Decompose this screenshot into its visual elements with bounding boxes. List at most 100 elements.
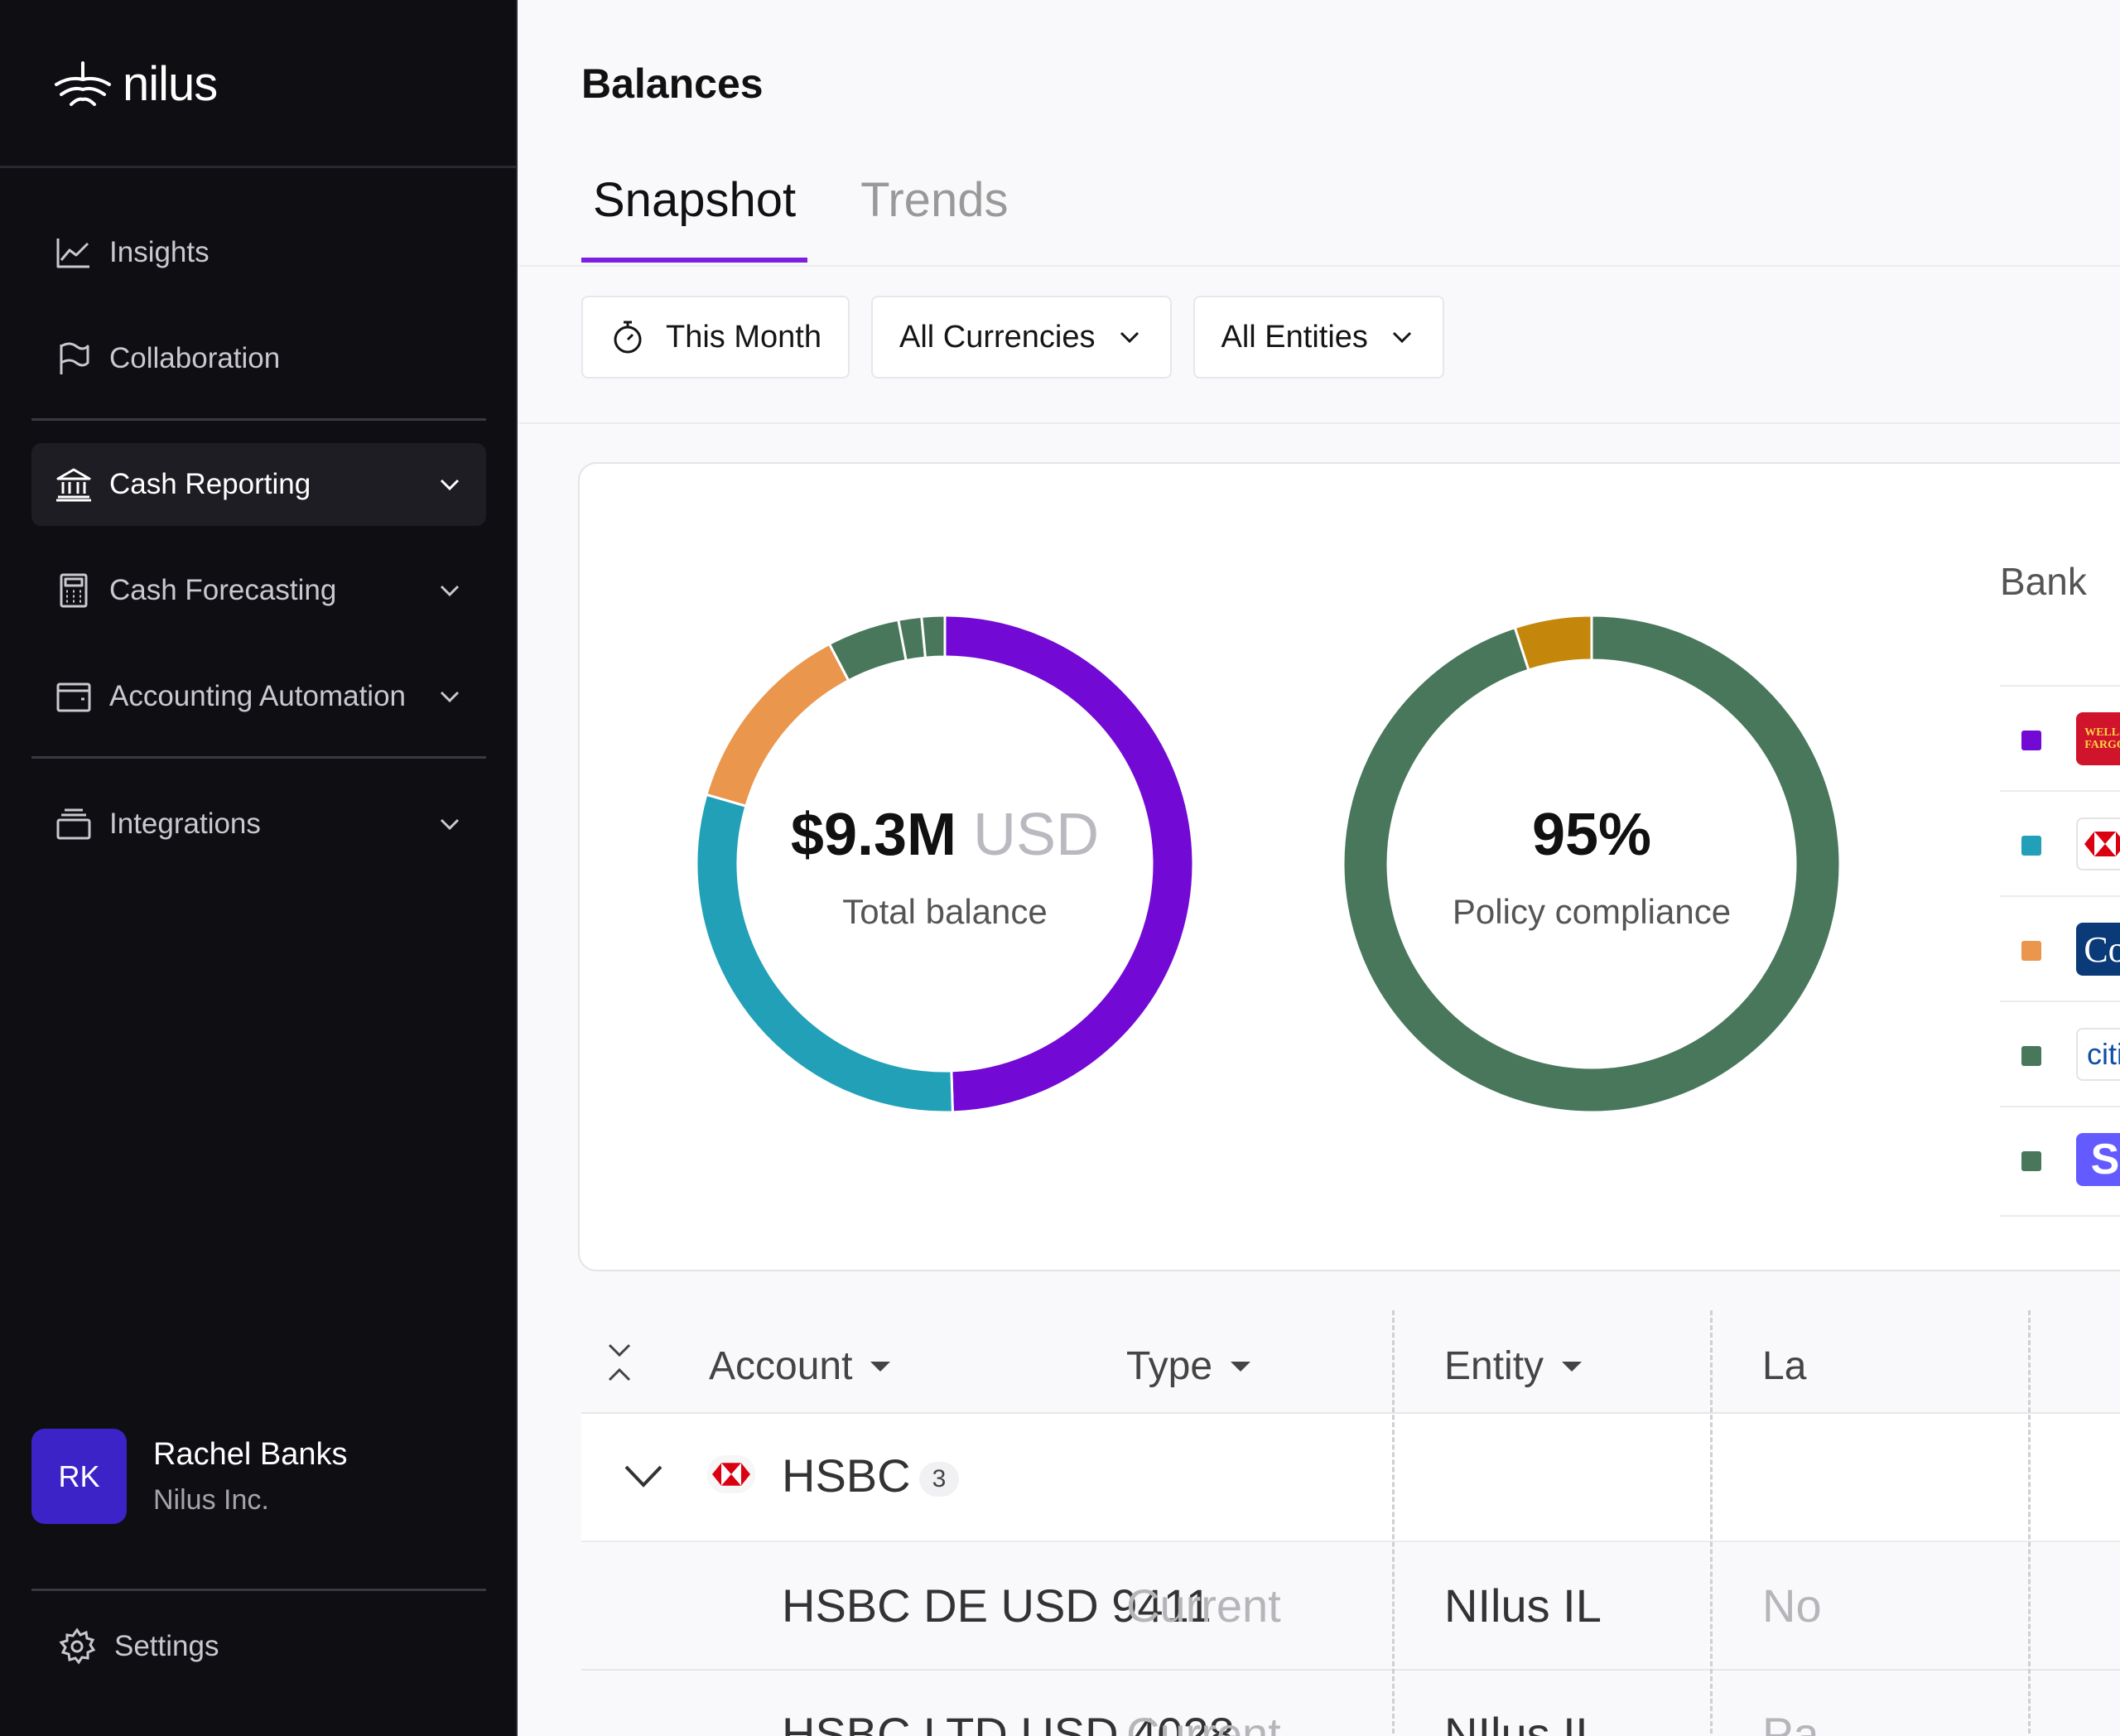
- total-balance-chart: $9.3M USD Total balance: [695, 614, 1195, 1114]
- sidebar-item-insights[interactable]: Insights: [31, 211, 486, 294]
- legend-row[interactable]: [2000, 790, 2120, 895]
- commerce-bank-logo: Co: [2076, 923, 2120, 976]
- period-filter[interactable]: This Month: [581, 296, 850, 379]
- tab-trends[interactable]: Trends: [860, 173, 1009, 227]
- legend-swatch: [2021, 941, 2041, 961]
- legend-swatch: [2021, 1046, 2041, 1066]
- compliance-donut[interactable]: [1342, 614, 1842, 1114]
- total-balance-label: Total balance: [842, 892, 1048, 931]
- sidebar: nilus Insights Collaboration Cash Report…: [0, 0, 518, 1736]
- filter-bar: This Month All Currencies All Entities: [581, 296, 1444, 379]
- tab-bar: Snapshot Trends: [581, 166, 1061, 263]
- compliance-value: 95%: [1531, 802, 1652, 868]
- currency-filter[interactable]: All Currencies: [870, 296, 1172, 379]
- donut-segment[interactable]: [705, 642, 850, 808]
- table-group-row[interactable]: HSBC 3: [581, 1414, 2120, 1542]
- group-count-badge: 3: [918, 1462, 960, 1497]
- entity-filter[interactable]: All Entities: [1192, 296, 1444, 379]
- sidebar-item-accounting-automation[interactable]: Accounting Automation: [31, 655, 486, 738]
- column-header-label: La: [1762, 1344, 1807, 1388]
- summary-card: $9.3M USD Total balance 95% Policy compl…: [578, 462, 2120, 1271]
- group-name-text: HSBC: [782, 1449, 911, 1502]
- legend-divider: [2000, 1215, 2120, 1217]
- sort-caret-icon: [1562, 1361, 1583, 1372]
- wells-fargo-logo: WELLS FARGO: [2076, 712, 2120, 765]
- donut-segment[interactable]: [920, 614, 947, 659]
- chevron-down-icon[interactable]: [433, 680, 466, 713]
- user-profile[interactable]: RK Rachel Banks Nilus Inc.: [31, 1429, 486, 1524]
- sidebar-item-label: Cash Reporting: [109, 468, 311, 500]
- hsbc-hexagon-icon: [712, 1463, 750, 1486]
- collapse-all-icon[interactable]: [605, 1342, 634, 1383]
- account-entity: NIlus IL: [1444, 1579, 1602, 1632]
- avatar: RK: [31, 1429, 127, 1524]
- legend-row[interactable]: S: [2000, 1106, 2120, 1211]
- tab-snapshot[interactable]: Snapshot: [581, 166, 808, 263]
- sidebar-item-cash-forecasting[interactable]: Cash Forecasting: [31, 549, 486, 632]
- chevron-down-icon[interactable]: [433, 574, 466, 607]
- logo[interactable]: nilus: [53, 56, 218, 112]
- settings-link[interactable]: Settings: [58, 1628, 219, 1666]
- sidebar-item-integrations[interactable]: Integrations: [31, 783, 486, 866]
- sort-caret-icon: [1231, 1361, 1251, 1372]
- table-row[interactable]: HSBC LTD USD 4028 Current NIlus IL Pa: [581, 1671, 2120, 1736]
- chevron-down-icon: [1120, 331, 1139, 344]
- account-name: HSBC LTD USD 4028: [782, 1708, 1235, 1736]
- bank-icon: [56, 468, 91, 502]
- nilus-logo-icon: [55, 60, 111, 106]
- gear-icon: [59, 1628, 96, 1665]
- sidebar-item-cash-reporting[interactable]: Cash Reporting: [31, 443, 486, 526]
- column-divider: [1710, 1310, 1713, 1736]
- currency-filter-label: All Currencies: [899, 319, 1096, 354]
- hsbc-hexagon-icon: [2084, 832, 2120, 856]
- page-title: Balances: [581, 60, 764, 107]
- stopwatch-icon: [614, 321, 642, 354]
- legend-swatch: [2021, 836, 2041, 856]
- sidebar-item-collaboration[interactable]: Collaboration: [31, 317, 486, 400]
- layers-icon: [56, 808, 91, 840]
- balance-donut[interactable]: [695, 614, 1195, 1114]
- legend-header: Bank: [2000, 560, 2087, 603]
- chevron-down-icon: [1392, 331, 1411, 344]
- sidebar-divider: [31, 756, 486, 759]
- flag-icon: [60, 342, 89, 374]
- sidebar-item-label: Cash Forecasting: [109, 574, 337, 606]
- sidebar-item-label: Insights: [109, 236, 210, 268]
- wallet-icon: [56, 682, 91, 712]
- table-header: Account Type Entity La: [581, 1310, 2120, 1414]
- policy-compliance-chart: 95% Policy compliance: [1342, 614, 1842, 1114]
- column-header-label-col[interactable]: La: [1762, 1343, 1806, 1389]
- table-row[interactable]: HSBC DE USD 9411 Current NIlus IL No: [581, 1542, 2120, 1671]
- donut-segment[interactable]: [1513, 614, 1593, 672]
- total-balance-value: $9.3M USD: [696, 801, 1194, 869]
- entity-filter-label: All Entities: [1221, 319, 1368, 354]
- column-header-type[interactable]: Type: [1126, 1343, 1251, 1389]
- settings-label: Settings: [114, 1630, 219, 1662]
- column-header-entity[interactable]: Entity: [1444, 1343, 1583, 1389]
- total-balance-amount: $9.3M: [790, 802, 957, 868]
- legend-row[interactable]: citi: [2000, 1001, 2120, 1106]
- account-label: Pa: [1762, 1708, 1819, 1736]
- hsbc-logo: [2076, 817, 2120, 870]
- chevron-down-icon[interactable]: [433, 808, 466, 841]
- legend-row[interactable]: Co: [2000, 895, 2120, 1001]
- chevron-down-icon[interactable]: [433, 468, 466, 501]
- account-entity: NIlus IL: [1444, 1708, 1602, 1736]
- column-divider: [2028, 1310, 2031, 1736]
- donut-segment[interactable]: [1342, 614, 1842, 1114]
- account-label: No: [1762, 1579, 1822, 1632]
- donut-segment[interactable]: [943, 614, 1195, 1114]
- chevron-down-icon[interactable]: [623, 1460, 664, 1493]
- column-header-account[interactable]: Account: [709, 1343, 891, 1389]
- user-meta: Rachel Banks Nilus Inc.: [153, 1437, 347, 1517]
- legend-swatch: [2021, 731, 2041, 750]
- group-name: HSBC 3: [782, 1449, 960, 1502]
- legend-row[interactable]: WELLS FARGO: [2000, 685, 2120, 790]
- logo-text: nilus: [123, 57, 218, 111]
- compliance-center: 95% Policy compliance: [1342, 801, 1841, 932]
- calculator-icon: [60, 573, 88, 608]
- total-balance-unit: USD: [973, 802, 1100, 868]
- column-divider: [1392, 1310, 1395, 1736]
- account-type: Current: [1126, 1708, 1281, 1736]
